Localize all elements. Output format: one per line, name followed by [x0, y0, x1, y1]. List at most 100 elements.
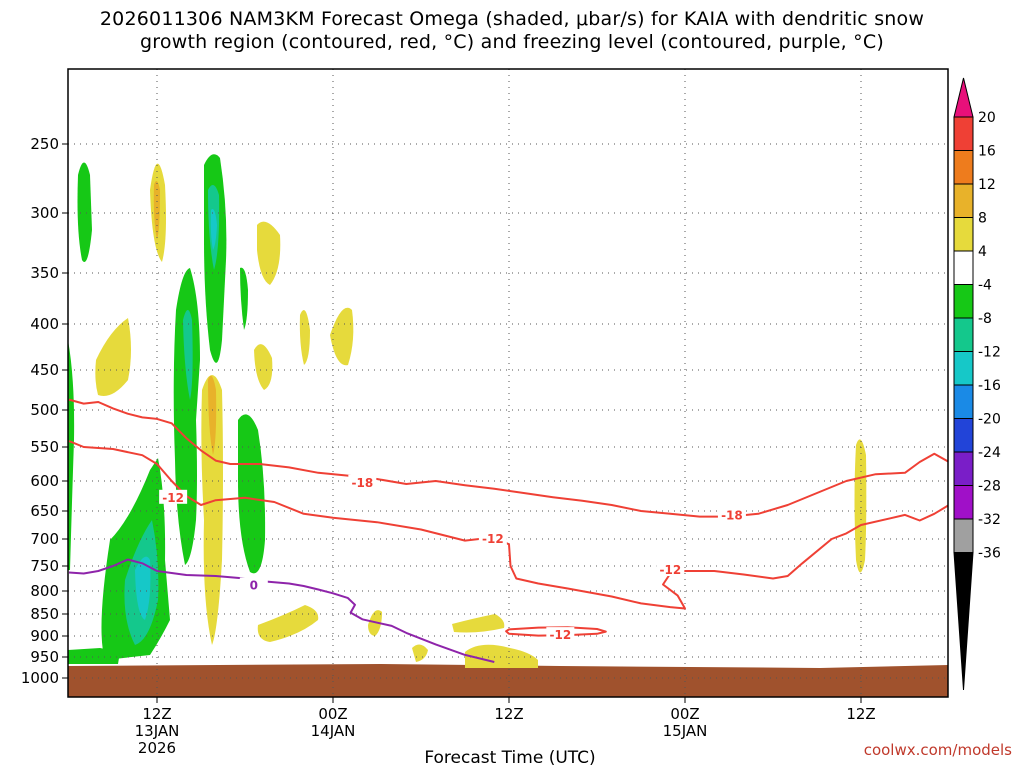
colorbar-label: -28 [978, 479, 1001, 495]
x-tick-label: 13JAN [135, 722, 180, 740]
colorbar-label: 4 [978, 244, 987, 260]
x-tick-label: 12Z [494, 705, 523, 723]
y-axis: 250 300 350 400 450 500 550 600 650 700 750 800 850 9… [21, 135, 68, 687]
colorbar-segment [953, 284, 974, 319]
colorbar-segment [953, 250, 974, 285]
y-tick-label: 250 [30, 135, 59, 153]
x-tick-label: 12Z [846, 705, 875, 723]
colorbar-segment [953, 183, 974, 218]
contour-label-bg [478, 531, 507, 545]
x-tick-label: 12Z [142, 705, 171, 723]
colorbar-segment [953, 451, 974, 486]
colorbar-label: -16 [978, 378, 1001, 394]
omega-downward-core [208, 375, 217, 455]
colorbar-segment [953, 317, 974, 352]
omega-upward-region [77, 162, 92, 262]
omega-downward-region [299, 310, 310, 365]
colorbar-label: -12 [978, 345, 1001, 361]
omega-downward-region [452, 614, 505, 633]
colorbar-segment [953, 116, 974, 151]
y-tick-label: 700 [30, 530, 59, 548]
omega-upward-region [238, 414, 266, 574]
y-tick-label: 400 [30, 315, 59, 333]
y-tick-label: 350 [30, 264, 59, 282]
colorbar-label: -24 [978, 445, 1001, 461]
terrain-fill [68, 664, 948, 697]
contour-label-bg [546, 627, 575, 642]
omega-downward-core [153, 181, 160, 240]
contour-label-bg [159, 489, 188, 504]
y-tick-label: 600 [30, 472, 59, 490]
colorbar-label: -8 [978, 311, 992, 327]
omega-downward-region [257, 221, 281, 285]
omega-downward-region [201, 375, 223, 645]
colorbar-label: 16 [978, 144, 996, 160]
contour-line [68, 558, 495, 663]
omega-downward-region [854, 439, 867, 573]
contours [68, 398, 948, 663]
colorbar-label: -36 [978, 546, 1001, 562]
credit-text: coolwx.com/models [864, 741, 1012, 759]
colorbar-segment [953, 150, 974, 185]
omega-downward-region [330, 307, 354, 366]
y-tick-label: 950 [30, 648, 59, 666]
colorbar-label: -4 [978, 278, 992, 294]
colorbar-label: -32 [978, 512, 1001, 528]
contour-line [68, 398, 948, 518]
contour-label: -18 [351, 476, 373, 490]
y-tick-label: 500 [30, 401, 59, 419]
colorbar-label: 12 [978, 177, 996, 193]
contour-label: -12 [549, 628, 571, 642]
x-tick-label: 00Z [670, 705, 699, 723]
contour-label-bg [656, 562, 685, 576]
contour-label-bg [717, 507, 746, 522]
colorbar-label: 20 [978, 110, 996, 126]
contour-label: -18 [721, 508, 743, 522]
omega-core-region [210, 209, 217, 250]
colorbar-segment [953, 418, 974, 453]
contour-label: -12 [659, 563, 681, 577]
colorbar-bottom-arrow [953, 552, 974, 691]
colorbar-segment [953, 485, 974, 520]
contour-label: -12 [482, 532, 504, 546]
contour-labels: -18 -18 -12 -12 -12 -12 0 [159, 474, 746, 642]
omega-downward-region [95, 318, 131, 396]
colorbar-segment [953, 351, 974, 386]
grid [68, 69, 948, 697]
contour-label: 0 [250, 579, 258, 593]
omega-downward-region [465, 644, 538, 668]
contour-label: -12 [162, 491, 184, 505]
y-tick-label: 300 [30, 204, 59, 222]
colorbar-top-arrow [953, 77, 974, 118]
omega-downward-region [257, 605, 319, 642]
colorbar-segment [953, 518, 974, 553]
colorbar-segment [953, 217, 974, 252]
omega-downward-region [412, 644, 428, 662]
plot-frame [67, 68, 949, 698]
y-tick-label: 550 [30, 438, 59, 456]
chart-title-line1: 2026011306 NAM3KM Forecast Omega (shaded… [99, 8, 925, 30]
y-tick-label: 750 [30, 557, 59, 575]
y-tick-label: 1000 [21, 669, 59, 687]
contour-label-bg [239, 577, 268, 592]
contour-line [68, 440, 948, 610]
x-axis-title: Forecast Time (UTC) [424, 748, 595, 768]
colorbar-segment [953, 384, 974, 419]
colorbar-label: -20 [978, 412, 1001, 428]
x-tick-label: 2026 [138, 739, 176, 757]
x-tick-label: 14JAN [311, 722, 356, 740]
omega-shading [68, 154, 948, 697]
contour-label-bg [348, 474, 377, 489]
y-tick-label: 650 [30, 502, 59, 520]
omega-core-region [183, 310, 193, 400]
y-tick-label: 800 [30, 582, 59, 600]
chart-title-line2: growth region (contoured, red, °C) and f… [140, 31, 884, 53]
x-tick-label: 15JAN [663, 722, 708, 740]
omega-upward-region [68, 340, 75, 570]
y-tick-label: 450 [30, 361, 59, 379]
y-tick-label: 850 [30, 605, 59, 623]
x-tick-label: 00Z [318, 705, 347, 723]
y-tick-label: 900 [30, 627, 59, 645]
